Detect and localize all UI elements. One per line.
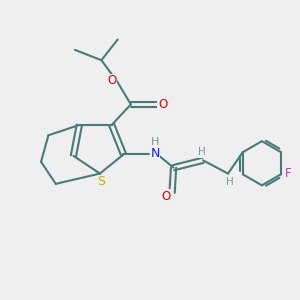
- Text: S: S: [98, 175, 105, 188]
- Text: O: O: [162, 190, 171, 203]
- Text: H: H: [151, 137, 159, 147]
- Text: H: H: [226, 177, 233, 187]
- Text: O: O: [107, 74, 116, 87]
- Text: O: O: [158, 98, 167, 111]
- Text: H: H: [198, 147, 206, 157]
- Text: F: F: [285, 167, 292, 180]
- Text: N: N: [150, 147, 160, 160]
